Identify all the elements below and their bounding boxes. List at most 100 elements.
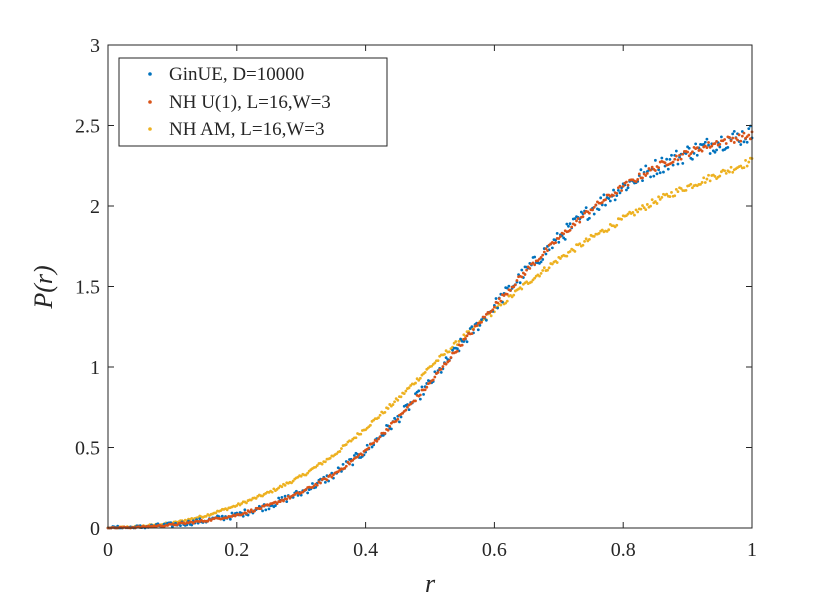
data-point xyxy=(578,220,582,224)
data-point xyxy=(451,348,454,352)
data-point xyxy=(728,136,731,139)
data-point xyxy=(615,194,619,197)
data-point xyxy=(573,223,577,227)
data-point xyxy=(447,350,451,354)
data-point xyxy=(431,378,435,382)
data-point xyxy=(654,200,657,203)
data-point xyxy=(665,157,669,161)
data-point xyxy=(594,203,598,207)
data-point xyxy=(343,466,347,470)
data-point xyxy=(747,160,751,164)
data-point xyxy=(523,273,527,276)
data-point xyxy=(665,192,669,196)
data-point xyxy=(718,174,722,178)
data-point xyxy=(689,182,693,186)
data-point xyxy=(399,395,403,399)
data-point xyxy=(539,260,543,264)
data-point xyxy=(344,464,348,468)
data-point xyxy=(354,436,358,440)
data-point xyxy=(288,496,292,500)
data-point xyxy=(581,215,585,219)
data-point xyxy=(470,332,474,336)
data-point xyxy=(323,480,327,484)
data-point xyxy=(480,318,483,322)
x-tick-label: 0.8 xyxy=(611,539,636,561)
data-point xyxy=(389,427,393,431)
data-point xyxy=(447,359,451,363)
data-point xyxy=(391,403,395,406)
data-point xyxy=(377,437,380,441)
data-point xyxy=(444,356,448,360)
data-point xyxy=(634,208,638,212)
data-point xyxy=(649,175,652,179)
data-point xyxy=(340,447,343,450)
data-point xyxy=(499,299,503,303)
data-point xyxy=(673,194,677,198)
data-point xyxy=(641,176,644,180)
data-point xyxy=(644,208,648,212)
data-point xyxy=(713,150,717,154)
data-point xyxy=(328,456,332,460)
data-point xyxy=(591,208,595,212)
data-point xyxy=(341,462,345,466)
data-point xyxy=(393,400,396,404)
data-point xyxy=(748,137,752,141)
legend-box xyxy=(118,57,388,147)
data-point xyxy=(679,187,683,190)
data-point xyxy=(356,455,359,459)
data-point xyxy=(705,177,709,181)
data-point xyxy=(267,507,271,511)
legend-marker-nh-am xyxy=(148,127,152,131)
data-point xyxy=(620,217,623,221)
data-point xyxy=(489,314,493,318)
data-point xyxy=(311,482,314,485)
data-point xyxy=(657,166,661,169)
data-point xyxy=(533,255,537,259)
data-point xyxy=(383,431,387,435)
data-point xyxy=(708,179,712,183)
data-point xyxy=(249,508,253,512)
data-point xyxy=(491,308,495,312)
data-point xyxy=(608,199,612,203)
data-point xyxy=(414,381,417,385)
data-point xyxy=(533,263,537,267)
data-point xyxy=(744,159,747,162)
data-point xyxy=(663,161,667,165)
data-point xyxy=(513,283,517,287)
data-point xyxy=(681,161,685,165)
data-point xyxy=(600,201,604,204)
data-point xyxy=(283,494,287,498)
data-point xyxy=(464,337,467,340)
data-point xyxy=(402,392,406,396)
data-point xyxy=(493,305,496,309)
data-point xyxy=(370,445,374,449)
data-point xyxy=(286,494,290,498)
data-point xyxy=(684,188,688,192)
data-point xyxy=(747,127,751,131)
y-tick-label: 0.5 xyxy=(75,438,100,460)
data-point xyxy=(555,261,559,264)
data-point xyxy=(465,334,469,338)
data-point xyxy=(587,211,591,215)
data-point xyxy=(732,141,736,144)
data-point xyxy=(742,166,746,170)
data-point xyxy=(583,239,586,243)
data-point xyxy=(621,184,625,188)
data-point xyxy=(539,256,543,259)
data-point xyxy=(277,496,281,500)
data-point xyxy=(396,417,400,421)
data-point xyxy=(654,169,657,172)
data-point xyxy=(546,249,549,253)
data-point xyxy=(637,172,641,176)
data-point xyxy=(280,495,284,499)
data-point xyxy=(365,443,369,447)
data-point xyxy=(742,131,746,135)
data-point xyxy=(650,198,654,202)
data-point xyxy=(559,235,562,238)
data-point xyxy=(745,140,749,144)
data-point xyxy=(348,462,351,466)
data-point xyxy=(378,435,382,439)
data-point xyxy=(720,135,723,139)
y-tick-label: 2.5 xyxy=(75,116,100,138)
